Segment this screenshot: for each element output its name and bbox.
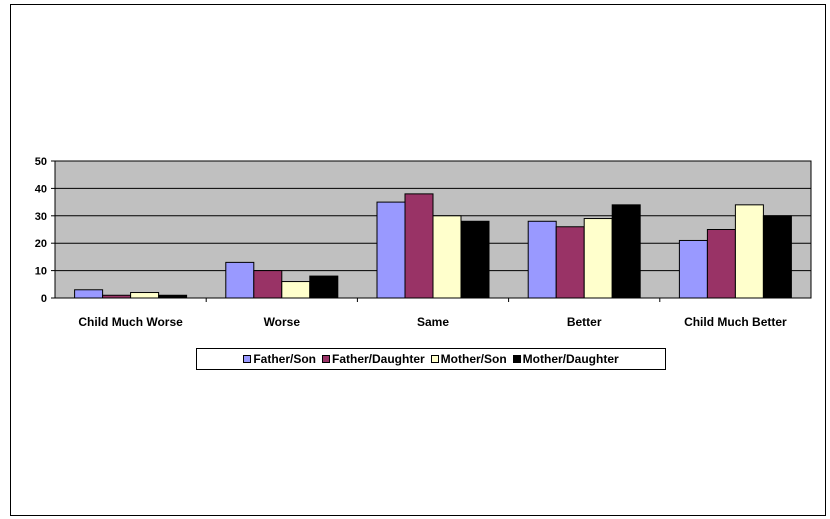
- y-tick-label: 20: [35, 238, 47, 250]
- bar-father-son-child-much-better: [678, 239, 708, 299]
- bar-mother-son-same: [432, 215, 462, 299]
- legend-item: Mother/Daughter: [512, 352, 619, 366]
- legend: Father/Son Father/Daughter Mother/Son Mothe…: [196, 348, 666, 370]
- bar-mother-daughter-child-much-better: [762, 215, 792, 299]
- x-category-label: Child Much Better: [684, 315, 787, 329]
- y-tick-label: 50: [35, 156, 47, 168]
- legend-swatch: [321, 355, 330, 363]
- y-tick-label: 40: [35, 183, 47, 195]
- legend-label: Mother/Son: [440, 352, 507, 366]
- legend-swatch: [512, 355, 521, 363]
- bar-father-son-worse: [225, 261, 255, 299]
- bar-father-son-better: [527, 220, 557, 299]
- legend-swatch: [430, 355, 439, 363]
- legend-item: Father/Son: [243, 352, 316, 366]
- x-axis: Child Much Worse Worse Same Better Child Muc…: [55, 297, 811, 329]
- x-category-label: Worse: [264, 315, 301, 329]
- bar-father-son-child-much-worse: [74, 289, 104, 299]
- bar-mother-son-better: [583, 218, 613, 299]
- y-tick-label: 30: [35, 211, 47, 223]
- bar-mother-son-worse: [281, 281, 311, 299]
- legend-item: Mother/Son: [430, 352, 507, 366]
- y-tick-label: 10: [35, 266, 47, 278]
- x-category-label: Same: [417, 315, 449, 329]
- y-tick-label: 0: [41, 293, 47, 305]
- bar-mother-daughter-same: [460, 220, 490, 299]
- bar-father-daughter-better: [555, 226, 585, 299]
- y-axis: 0 10 20 30 40 50: [35, 156, 55, 305]
- legend-item: Father/Daughter: [321, 352, 425, 366]
- bar-father-daughter-child-much-better: [706, 229, 736, 299]
- x-category-label: Child Much Worse: [78, 315, 183, 329]
- bar-mother-daughter-better: [611, 204, 641, 299]
- legend-label: Mother/Daughter: [522, 352, 619, 366]
- x-category-label: Better: [567, 315, 602, 329]
- legend-label: Father/Daughter: [331, 352, 425, 366]
- legend-label: Father/Son: [253, 352, 316, 366]
- bar-mother-son-child-much-better: [734, 204, 764, 299]
- bar-mother-daughter-worse: [309, 275, 339, 299]
- bar-father-son-same: [376, 201, 406, 299]
- bar-father-daughter-same: [404, 193, 434, 299]
- bar-mother-son-child-much-worse: [130, 292, 160, 299]
- bars-group: [74, 193, 792, 299]
- bar-father-daughter-worse: [253, 270, 283, 299]
- legend-swatch: [243, 355, 252, 363]
